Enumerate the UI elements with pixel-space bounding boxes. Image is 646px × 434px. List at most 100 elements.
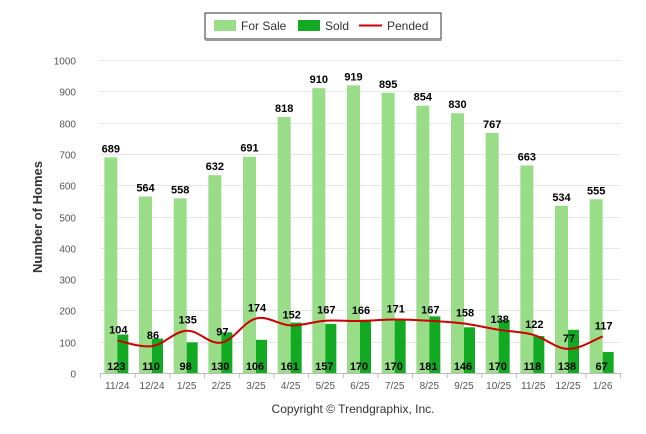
- label-pended: 166: [352, 305, 370, 317]
- bar-sold[interactable]: [325, 323, 337, 373]
- x-tick-label: 6/25: [350, 381, 370, 392]
- y-tick-label: 1000: [54, 57, 77, 68]
- bar-for-sale[interactable]: [485, 132, 499, 373]
- label-sold: 110: [142, 361, 160, 373]
- x-tick-label: 10/25: [486, 381, 511, 392]
- label-pended: 158: [456, 308, 474, 320]
- bar-sold[interactable]: [568, 329, 579, 373]
- label-pended: 167: [421, 305, 439, 317]
- y-tick-label: 200: [59, 307, 76, 318]
- bar-sold[interactable]: [533, 336, 545, 373]
- bar-for-sale[interactable]: [555, 205, 568, 373]
- label-sold: 98: [180, 361, 192, 373]
- bar-sold[interactable]: [464, 327, 475, 373]
- copyright-credit: Copyright © Trendgraphix, Inc.: [272, 402, 435, 416]
- line-pended[interactable]: [117, 316, 604, 350]
- label-pended: 135: [178, 315, 196, 327]
- label-for-sale: 818: [275, 103, 293, 115]
- bar-sold[interactable]: [152, 338, 163, 373]
- x-tick-label: 5/25: [316, 381, 336, 392]
- legend-swatch-sold: [298, 20, 320, 31]
- bar-for-sale[interactable]: [416, 105, 430, 373]
- label-for-sale: 691: [240, 143, 258, 155]
- y-tick-label: 500: [59, 214, 76, 225]
- bar-sold[interactable]: [221, 332, 233, 373]
- label-pended: 77: [563, 333, 575, 345]
- bar-for-sale[interactable]: [347, 85, 360, 373]
- x-tick-label: 11/25: [521, 381, 546, 392]
- line-layer: [117, 316, 604, 350]
- label-for-sale: 830: [448, 99, 466, 111]
- x-tick-label: 2/25: [212, 381, 232, 392]
- label-pended: 86: [147, 330, 159, 342]
- legend-item-sold[interactable]: Sold: [298, 19, 349, 33]
- legend-label-for-sale: For Sale: [241, 19, 287, 33]
- label-for-sale: 534: [552, 192, 571, 204]
- bar-sold[interactable]: [256, 339, 267, 373]
- label-pended: 97: [216, 327, 228, 339]
- bar-sold[interactable]: [186, 342, 198, 373]
- label-pended: 104: [109, 324, 128, 336]
- label-pended: 174: [248, 303, 267, 315]
- bar-sold[interactable]: [290, 322, 302, 373]
- label-for-sale: 895: [379, 79, 397, 91]
- bar-sold[interactable]: [117, 334, 129, 373]
- x-tick-label: 4/25: [281, 381, 301, 392]
- y-tick-label: 300: [59, 276, 76, 287]
- bars-layer: [104, 85, 614, 374]
- legend-label-sold: Sold: [325, 19, 349, 33]
- y-tick-label: 0: [70, 370, 76, 381]
- bar-for-sale[interactable]: [173, 198, 187, 373]
- bar-sold[interactable]: [429, 316, 441, 373]
- x-tick-label: 11/24: [105, 381, 130, 392]
- bar-for-sale[interactable]: [139, 196, 152, 373]
- y-tick-label: 800: [59, 120, 76, 131]
- label-pended: 171: [386, 303, 404, 315]
- legend-swatch-for-sale: [214, 20, 236, 31]
- y-tick-label: 600: [59, 182, 76, 193]
- label-sold: 138: [558, 361, 576, 373]
- label-for-sale: 910: [310, 74, 328, 86]
- bar-for-sale[interactable]: [208, 175, 222, 373]
- bar-for-sale[interactable]: [589, 199, 603, 373]
- label-sold: 161: [280, 361, 298, 373]
- bar-for-sale[interactable]: [520, 165, 534, 373]
- labels-layer: 689 123 564 110 558 98 632 130 691 106 818 161 910 15…: [102, 71, 613, 373]
- x-tick-label: 7/25: [385, 381, 405, 392]
- label-sold: 123: [107, 361, 125, 373]
- label-for-sale: 854: [414, 92, 433, 104]
- x-tick-label: 12/24: [139, 381, 164, 392]
- x-tick-label: 1/26: [593, 381, 613, 392]
- label-pended: 117: [595, 320, 613, 332]
- label-sold: 170: [350, 361, 368, 373]
- bar-for-sale[interactable]: [451, 113, 464, 374]
- bar-for-sale[interactable]: [104, 157, 118, 373]
- legend-item-pended[interactable]: Pended: [359, 19, 428, 33]
- label-for-sale: 663: [518, 151, 536, 163]
- bar-sold[interactable]: [394, 319, 406, 373]
- label-sold: 181: [419, 361, 437, 373]
- bar-for-sale[interactable]: [312, 88, 326, 374]
- bar-sold[interactable]: [360, 319, 371, 373]
- label-for-sale: 555: [587, 185, 605, 197]
- legend: For Sale Sold Pended: [204, 12, 442, 41]
- label-sold: 170: [384, 361, 402, 373]
- legend-label-pended: Pended: [387, 19, 428, 33]
- bar-sold[interactable]: [498, 319, 510, 373]
- label-sold: 157: [315, 361, 333, 373]
- label-for-sale: 564: [136, 182, 155, 194]
- label-sold: 118: [523, 361, 541, 373]
- y-axis-title: Number of Homes: [30, 161, 45, 273]
- label-pended: 122: [525, 319, 543, 331]
- bar-for-sale[interactable]: [277, 116, 291, 373]
- bar-sold[interactable]: [602, 352, 614, 373]
- legend-item-for-sale[interactable]: For Sale: [214, 19, 287, 33]
- y-tick-label: 400: [59, 245, 76, 256]
- label-sold: 67: [596, 361, 608, 373]
- label-for-sale: 919: [344, 71, 362, 83]
- bar-for-sale[interactable]: [243, 156, 256, 373]
- label-for-sale: 558: [171, 184, 189, 196]
- bar-for-sale[interactable]: [381, 92, 395, 374]
